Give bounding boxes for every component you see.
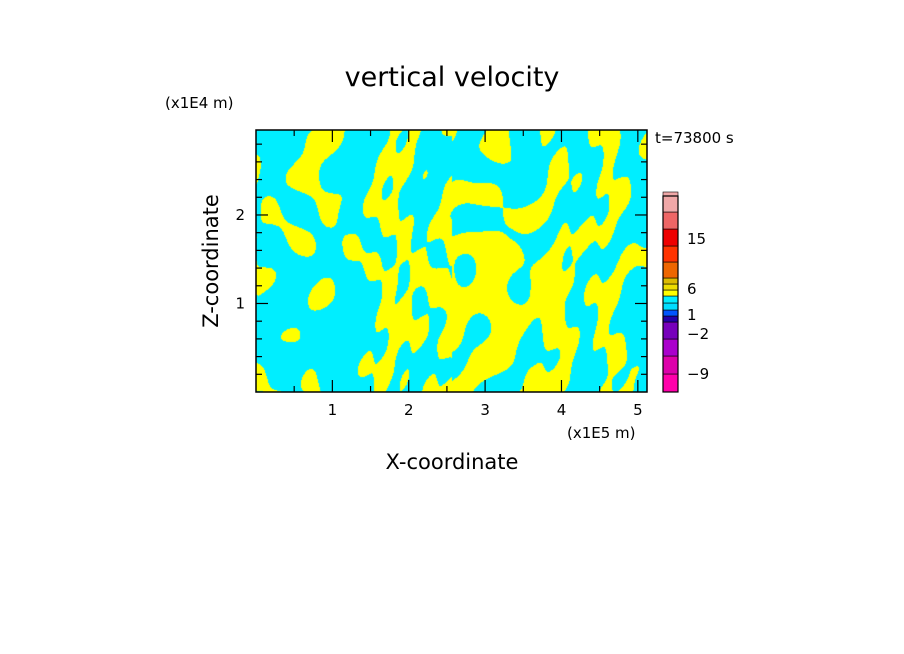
colorbar-label: −9 (687, 365, 709, 383)
x-tick-label: 1 (328, 401, 338, 419)
y-tick-label: 1 (235, 294, 245, 312)
velocity-field-image (256, 130, 647, 392)
colorbar-swatch (662, 309, 679, 317)
x-tick-label: 4 (557, 401, 567, 419)
x-tick-label: 3 (480, 401, 490, 419)
colorbar-swatch (662, 338, 679, 357)
colorbar-swatch (662, 289, 679, 297)
colorbar-swatch (662, 191, 679, 213)
y-tick-labels: 1 2 (235, 206, 245, 313)
colorbar-swatch (662, 283, 679, 291)
colorbar-swatch (662, 277, 679, 285)
y-tick-label: 2 (235, 206, 245, 224)
colorbar-labels: 15 6 1 −2 −9 (687, 230, 709, 383)
colorbar-label: 15 (687, 230, 706, 248)
y-scale-label: (x1E4 m) (165, 94, 234, 112)
colorbar-frame (662, 195, 679, 393)
x-tick-labels: 1 2 3 4 5 (328, 401, 643, 419)
x-tick-label: 2 (404, 401, 414, 419)
colorbar-swatch (662, 261, 679, 279)
colorbar-swatch (662, 211, 679, 230)
colorbar-swatch (662, 355, 679, 375)
time-label: t=73800 s (655, 129, 734, 147)
y-axis-label: Z-coordinate (199, 194, 223, 328)
axis-ticks (256, 130, 647, 392)
x-tick-label: 5 (633, 401, 643, 419)
colorbar-swatch (662, 245, 679, 263)
chart-title: vertical velocity (345, 62, 560, 93)
colorbar-swatch (662, 228, 679, 247)
velocity-field (256, 130, 647, 392)
colorbar (662, 191, 679, 393)
colorbar-swatch (662, 321, 679, 340)
colorbar-label: 6 (687, 280, 697, 298)
colorbar-swatch (662, 295, 679, 304)
colorbar-swatch (662, 302, 679, 311)
plot-frame (255, 129, 648, 393)
colorbar-swatch (662, 373, 679, 393)
colorbar-label: 1 (687, 306, 697, 324)
x-scale-label: (x1E5 m) (567, 424, 636, 442)
colorbar-label: −2 (687, 325, 709, 343)
x-axis-label: X-coordinate (386, 450, 519, 474)
colorbar-swatch (662, 315, 679, 323)
